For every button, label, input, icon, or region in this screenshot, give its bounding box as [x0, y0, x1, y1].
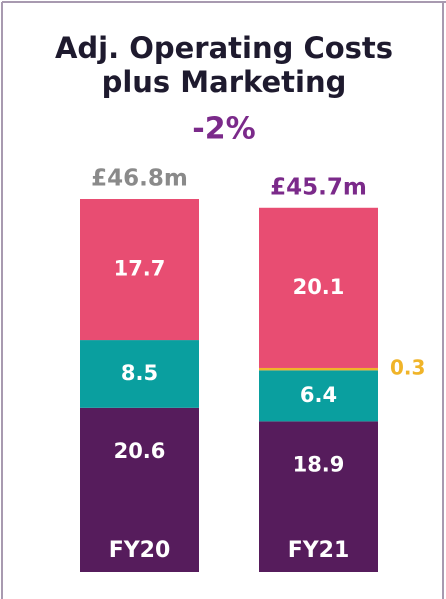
value-label: 8.5 — [121, 361, 158, 385]
bar-segment — [80, 340, 199, 408]
chart-subtitle: -2% — [192, 112, 255, 147]
bar-segment — [259, 367, 378, 371]
chart-title: Adj. Operating Costs — [55, 31, 393, 65]
value-label: 18.9 — [293, 452, 345, 476]
bar-segment — [259, 421, 378, 572]
chart-title: plus Marketing — [102, 65, 347, 99]
total-label: £45.7m — [270, 174, 367, 200]
bar-segment — [80, 407, 199, 572]
bar-segment — [259, 207, 378, 368]
total-label: £46.8m — [91, 166, 188, 192]
value-label: 6.4 — [300, 383, 337, 407]
value-label: 20.6 — [114, 439, 166, 463]
value-label: 17.7 — [114, 257, 166, 281]
x-tick-label: FY20 — [109, 538, 171, 563]
value-label: 0.3 — [390, 356, 425, 380]
bar-segment — [259, 370, 378, 422]
value-label: 20.1 — [293, 275, 345, 299]
bar-segment — [80, 199, 199, 341]
x-tick-label: FY21 — [288, 538, 350, 563]
